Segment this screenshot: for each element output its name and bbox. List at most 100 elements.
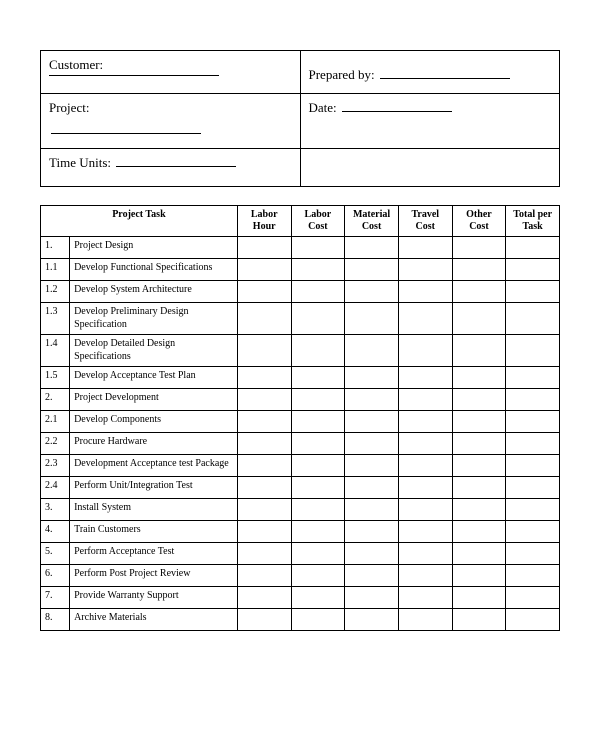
cost-cell[interactable]: [398, 565, 452, 587]
cost-cell[interactable]: [452, 281, 506, 303]
cost-cell[interactable]: [237, 237, 291, 259]
cost-cell[interactable]: [452, 565, 506, 587]
cost-cell[interactable]: [345, 237, 399, 259]
cost-cell[interactable]: [291, 259, 345, 281]
cost-cell[interactable]: [398, 303, 452, 335]
cost-cell[interactable]: [237, 259, 291, 281]
cost-cell[interactable]: [237, 367, 291, 389]
cost-cell[interactable]: [398, 411, 452, 433]
cost-cell[interactable]: [398, 499, 452, 521]
cost-cell[interactable]: [452, 433, 506, 455]
cost-cell[interactable]: [452, 521, 506, 543]
cost-cell[interactable]: [291, 281, 345, 303]
cost-cell[interactable]: [345, 565, 399, 587]
cost-cell[interactable]: [345, 455, 399, 477]
cost-cell[interactable]: [237, 303, 291, 335]
cost-cell[interactable]: [345, 499, 399, 521]
cost-cell[interactable]: [291, 389, 345, 411]
cost-cell[interactable]: [398, 477, 452, 499]
cost-cell[interactable]: [345, 587, 399, 609]
customer-blank-line[interactable]: [49, 75, 219, 76]
cost-cell[interactable]: [398, 259, 452, 281]
cost-cell[interactable]: [237, 281, 291, 303]
cost-cell[interactable]: [452, 609, 506, 631]
cost-cell[interactable]: [237, 335, 291, 367]
cost-cell[interactable]: [398, 455, 452, 477]
cost-cell[interactable]: [506, 237, 560, 259]
cost-cell[interactable]: [345, 477, 399, 499]
cost-cell[interactable]: [398, 587, 452, 609]
cost-cell[interactable]: [506, 411, 560, 433]
cost-cell[interactable]: [291, 609, 345, 631]
cost-cell[interactable]: [291, 411, 345, 433]
cost-cell[interactable]: [506, 335, 560, 367]
cost-cell[interactable]: [452, 499, 506, 521]
cost-cell[interactable]: [345, 433, 399, 455]
prepared-blank-line[interactable]: [380, 67, 510, 79]
cost-cell[interactable]: [345, 543, 399, 565]
cost-cell[interactable]: [345, 303, 399, 335]
cost-cell[interactable]: [237, 389, 291, 411]
cost-cell[interactable]: [452, 237, 506, 259]
cost-cell[interactable]: [237, 477, 291, 499]
cost-cell[interactable]: [237, 565, 291, 587]
cost-cell[interactable]: [345, 521, 399, 543]
cost-cell[interactable]: [291, 335, 345, 367]
cost-cell[interactable]: [237, 521, 291, 543]
cost-cell[interactable]: [291, 543, 345, 565]
cost-cell[interactable]: [506, 303, 560, 335]
cost-cell[interactable]: [398, 389, 452, 411]
cost-cell[interactable]: [506, 609, 560, 631]
cost-cell[interactable]: [452, 477, 506, 499]
cost-cell[interactable]: [237, 499, 291, 521]
cost-cell[interactable]: [291, 367, 345, 389]
cost-cell[interactable]: [452, 587, 506, 609]
cost-cell[interactable]: [506, 433, 560, 455]
cost-cell[interactable]: [398, 281, 452, 303]
cost-cell[interactable]: [506, 499, 560, 521]
cost-cell[interactable]: [506, 587, 560, 609]
cost-cell[interactable]: [452, 455, 506, 477]
cost-cell[interactable]: [237, 543, 291, 565]
cost-cell[interactable]: [398, 521, 452, 543]
cost-cell[interactable]: [291, 521, 345, 543]
cost-cell[interactable]: [506, 259, 560, 281]
cost-cell[interactable]: [452, 389, 506, 411]
cost-cell[interactable]: [345, 281, 399, 303]
cost-cell[interactable]: [398, 543, 452, 565]
cost-cell[interactable]: [291, 477, 345, 499]
cost-cell[interactable]: [452, 335, 506, 367]
cost-cell[interactable]: [345, 367, 399, 389]
cost-cell[interactable]: [452, 303, 506, 335]
cost-cell[interactable]: [452, 543, 506, 565]
cost-cell[interactable]: [291, 237, 345, 259]
cost-cell[interactable]: [452, 411, 506, 433]
cost-cell[interactable]: [398, 335, 452, 367]
cost-cell[interactable]: [291, 565, 345, 587]
cost-cell[interactable]: [398, 609, 452, 631]
cost-cell[interactable]: [345, 609, 399, 631]
cost-cell[interactable]: [506, 455, 560, 477]
cost-cell[interactable]: [398, 433, 452, 455]
cost-cell[interactable]: [291, 587, 345, 609]
cost-cell[interactable]: [237, 455, 291, 477]
project-blank-line[interactable]: [51, 122, 201, 134]
cost-cell[interactable]: [237, 587, 291, 609]
cost-cell[interactable]: [291, 303, 345, 335]
cost-cell[interactable]: [237, 433, 291, 455]
cost-cell[interactable]: [237, 609, 291, 631]
cost-cell[interactable]: [345, 259, 399, 281]
cost-cell[interactable]: [506, 477, 560, 499]
cost-cell[interactable]: [506, 543, 560, 565]
cost-cell[interactable]: [291, 455, 345, 477]
cost-cell[interactable]: [345, 335, 399, 367]
cost-cell[interactable]: [291, 499, 345, 521]
cost-cell[interactable]: [452, 367, 506, 389]
cost-cell[interactable]: [506, 367, 560, 389]
cost-cell[interactable]: [506, 565, 560, 587]
cost-cell[interactable]: [345, 411, 399, 433]
cost-cell[interactable]: [506, 521, 560, 543]
cost-cell[interactable]: [506, 389, 560, 411]
time-units-blank-line[interactable]: [116, 157, 236, 167]
date-blank-line[interactable]: [342, 102, 452, 112]
